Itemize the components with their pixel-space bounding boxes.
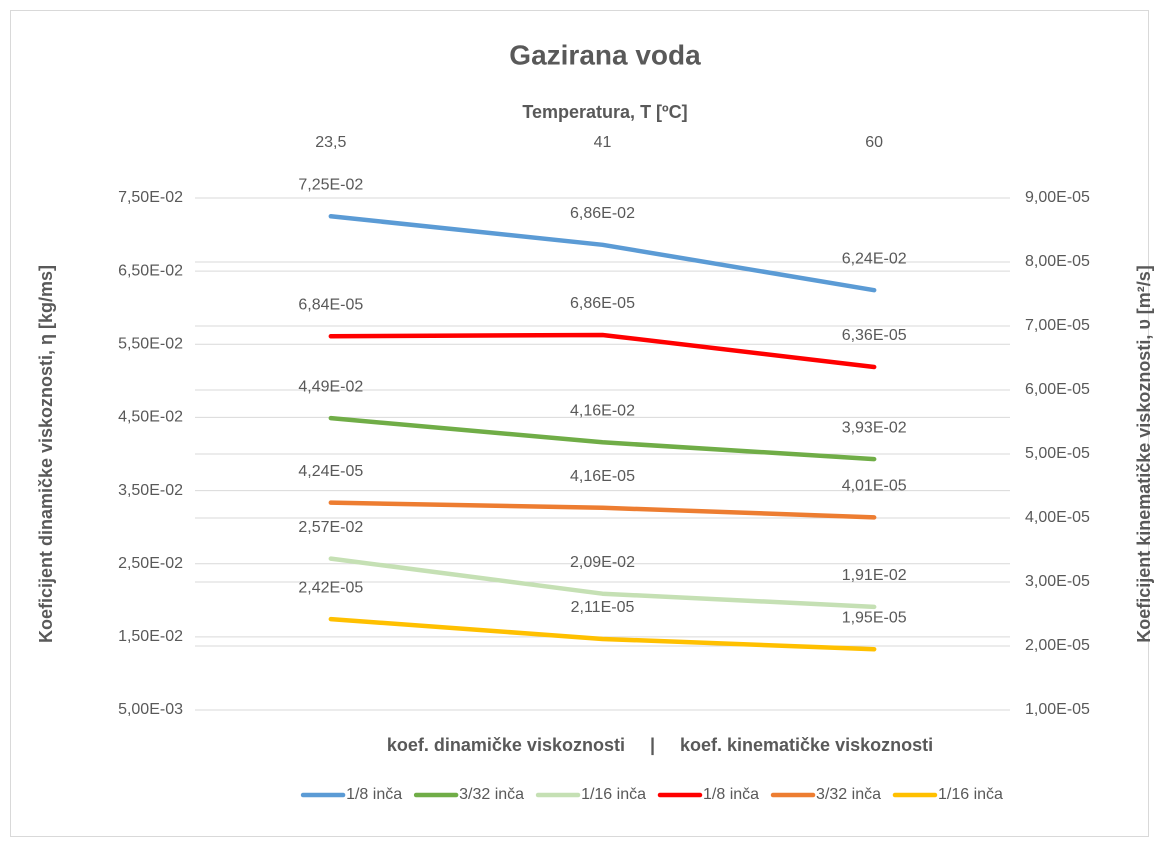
data-label: 1,95E-05 xyxy=(842,609,907,626)
y2-tick-label: 8,00E-05 xyxy=(1025,253,1090,270)
y-tick-label: 2,50E-02 xyxy=(118,555,183,572)
y2-tick-label: 2,00E-05 xyxy=(1025,637,1090,654)
x-axis-title: Temperatura, T [ºC] xyxy=(522,102,687,122)
data-label: 6,84E-05 xyxy=(298,296,363,313)
data-label: 4,16E-02 xyxy=(570,403,635,420)
data-label: 7,25E-02 xyxy=(298,177,363,194)
legend-label: 3/32 inča xyxy=(459,786,524,803)
y2-tick-label: 1,00E-05 xyxy=(1025,701,1090,718)
data-label: 2,57E-02 xyxy=(298,519,363,536)
y2-tick-label: 6,00E-05 xyxy=(1025,381,1090,398)
y-axis-title: Koeficijent dinamičke viskoznosti, η [kg… xyxy=(36,265,56,643)
data-label: 2,11E-05 xyxy=(571,599,635,616)
y-tick-label: 4,50E-02 xyxy=(118,409,183,426)
data-label: 4,16E-05 xyxy=(570,468,635,485)
y-tick-label: 3,50E-02 xyxy=(118,482,183,499)
x-tick-label: 41 xyxy=(594,134,612,151)
legend-label: 1/16 inča xyxy=(938,786,1003,803)
chart-border xyxy=(10,10,1149,837)
data-label: 6,36E-05 xyxy=(842,327,907,344)
y2-tick-label: 9,00E-05 xyxy=(1025,189,1090,206)
y-tick-label: 1,50E-02 xyxy=(118,628,183,645)
data-label: 6,86E-05 xyxy=(570,295,635,312)
y2-tick-label: 4,00E-05 xyxy=(1025,509,1090,526)
x-tick-label: 23,5 xyxy=(315,134,346,151)
y2-tick-label: 7,00E-05 xyxy=(1025,317,1090,334)
y2-tick-label: 5,00E-05 xyxy=(1025,445,1090,462)
data-label: 4,24E-05 xyxy=(298,463,363,480)
y2-axis-title: Koeficijent kinematičke viskoznosti, υ [… xyxy=(1134,265,1154,643)
y2-tick-label: 3,00E-05 xyxy=(1025,573,1090,590)
y-tick-label: 5,50E-02 xyxy=(118,336,183,353)
data-label: 1,91E-02 xyxy=(842,567,907,584)
legend-label: 1/8 inča xyxy=(703,786,759,803)
data-label: 4,49E-02 xyxy=(298,378,363,395)
legend-label: 3/32 inča xyxy=(816,786,881,803)
data-label: 6,86E-02 xyxy=(570,205,635,222)
data-label: 2,09E-02 xyxy=(570,554,635,571)
legend-label: 1/16 inča xyxy=(581,786,646,803)
y-tick-label: 6,50E-02 xyxy=(118,262,183,279)
y-tick-label: 7,50E-02 xyxy=(118,189,183,206)
data-label: 4,01E-05 xyxy=(842,478,907,495)
series-line xyxy=(328,214,877,293)
data-label: 2,42E-05 xyxy=(298,579,363,596)
x-tick-label: 60 xyxy=(865,134,883,151)
y-tick-label: 5,00E-03 xyxy=(118,701,183,718)
annotation: koef. dinamičke viskoznosti | koef. kine… xyxy=(387,735,933,755)
series-line xyxy=(328,415,877,462)
legend-label: 1/8 inča xyxy=(346,786,402,803)
series-line xyxy=(328,332,877,370)
series-line xyxy=(328,556,877,610)
data-label: 6,24E-02 xyxy=(842,250,907,267)
series-line xyxy=(328,616,877,652)
series-line xyxy=(328,500,877,520)
chart-title: Gazirana voda xyxy=(509,39,701,70)
data-label: 3,93E-02 xyxy=(842,419,907,436)
